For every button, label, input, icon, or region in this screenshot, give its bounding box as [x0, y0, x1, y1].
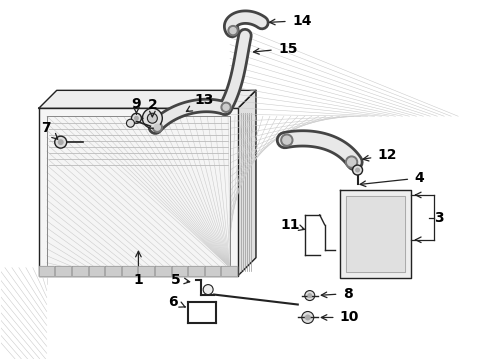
Circle shape	[134, 116, 139, 121]
Text: 3: 3	[435, 211, 444, 225]
Text: 2: 2	[147, 98, 157, 117]
Polygon shape	[39, 108, 238, 276]
Circle shape	[305, 315, 311, 320]
Circle shape	[223, 104, 229, 110]
Polygon shape	[39, 90, 256, 108]
Polygon shape	[72, 266, 88, 276]
Circle shape	[281, 134, 293, 146]
Circle shape	[58, 139, 64, 145]
Polygon shape	[188, 266, 204, 276]
Circle shape	[203, 285, 213, 294]
Circle shape	[307, 293, 312, 298]
Circle shape	[305, 291, 315, 301]
Circle shape	[345, 156, 358, 168]
Text: 10: 10	[321, 310, 359, 324]
Text: 15: 15	[253, 41, 297, 55]
Polygon shape	[39, 266, 54, 276]
Circle shape	[143, 108, 162, 128]
Text: 6: 6	[169, 294, 185, 309]
Polygon shape	[155, 266, 171, 276]
Polygon shape	[138, 266, 154, 276]
Circle shape	[154, 124, 160, 130]
Circle shape	[228, 26, 238, 36]
Circle shape	[152, 122, 162, 132]
Polygon shape	[55, 266, 71, 276]
Polygon shape	[238, 90, 256, 276]
Polygon shape	[340, 190, 412, 278]
Circle shape	[353, 165, 363, 175]
Circle shape	[302, 311, 314, 323]
Polygon shape	[172, 266, 187, 276]
Circle shape	[147, 113, 157, 123]
Circle shape	[283, 136, 291, 144]
Circle shape	[355, 167, 360, 172]
Polygon shape	[205, 266, 220, 276]
Circle shape	[230, 28, 236, 33]
Circle shape	[131, 113, 142, 123]
Circle shape	[221, 102, 231, 112]
Text: 14: 14	[270, 14, 312, 28]
Polygon shape	[105, 266, 121, 276]
Polygon shape	[89, 266, 104, 276]
Polygon shape	[122, 266, 137, 276]
Circle shape	[55, 136, 67, 148]
Polygon shape	[221, 266, 237, 276]
Text: 9: 9	[132, 97, 141, 114]
Circle shape	[347, 158, 356, 166]
Text: 11: 11	[280, 218, 304, 232]
Polygon shape	[345, 196, 405, 272]
Circle shape	[126, 119, 134, 127]
Text: 7: 7	[41, 121, 58, 139]
Text: 1: 1	[134, 251, 143, 287]
Text: 12: 12	[363, 148, 397, 162]
Text: 4: 4	[360, 171, 424, 186]
Text: 5: 5	[171, 273, 190, 287]
Text: 8: 8	[321, 287, 352, 301]
Text: 13: 13	[186, 93, 214, 112]
